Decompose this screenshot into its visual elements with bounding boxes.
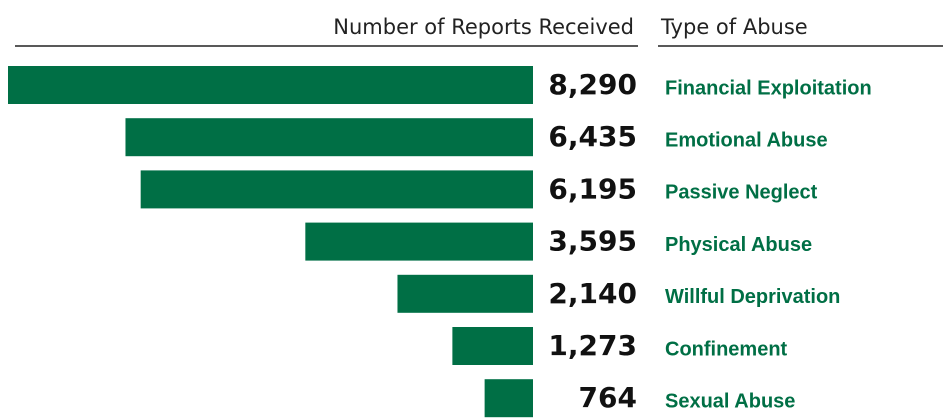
value-label: 3,595 xyxy=(548,225,637,258)
value-label: 1,273 xyxy=(548,329,637,362)
bar xyxy=(452,327,533,365)
category-label: Financial Exploitation xyxy=(665,77,872,99)
value-label: 2,140 xyxy=(548,277,637,310)
value-label: 6,435 xyxy=(548,120,637,153)
value-header: Number of Reports Received xyxy=(333,15,634,39)
bar xyxy=(140,170,533,209)
category-label: Passive Neglect xyxy=(665,182,818,204)
category-header: Type of Abuse xyxy=(660,15,808,39)
value-label: 8,290 xyxy=(548,68,637,101)
bar xyxy=(125,118,533,157)
bar xyxy=(484,379,533,418)
bar xyxy=(397,274,533,313)
category-label: Willful Deprivation xyxy=(665,286,840,308)
bar xyxy=(8,66,533,104)
bar xyxy=(305,222,533,261)
category-label: Emotional Abuse xyxy=(665,129,828,151)
value-label: 764 xyxy=(579,381,637,414)
value-label: 6,195 xyxy=(548,172,637,205)
category-label: Confinement xyxy=(665,338,788,360)
category-label: Physical Abuse xyxy=(665,234,812,256)
category-label: Sexual Abuse xyxy=(665,390,795,412)
